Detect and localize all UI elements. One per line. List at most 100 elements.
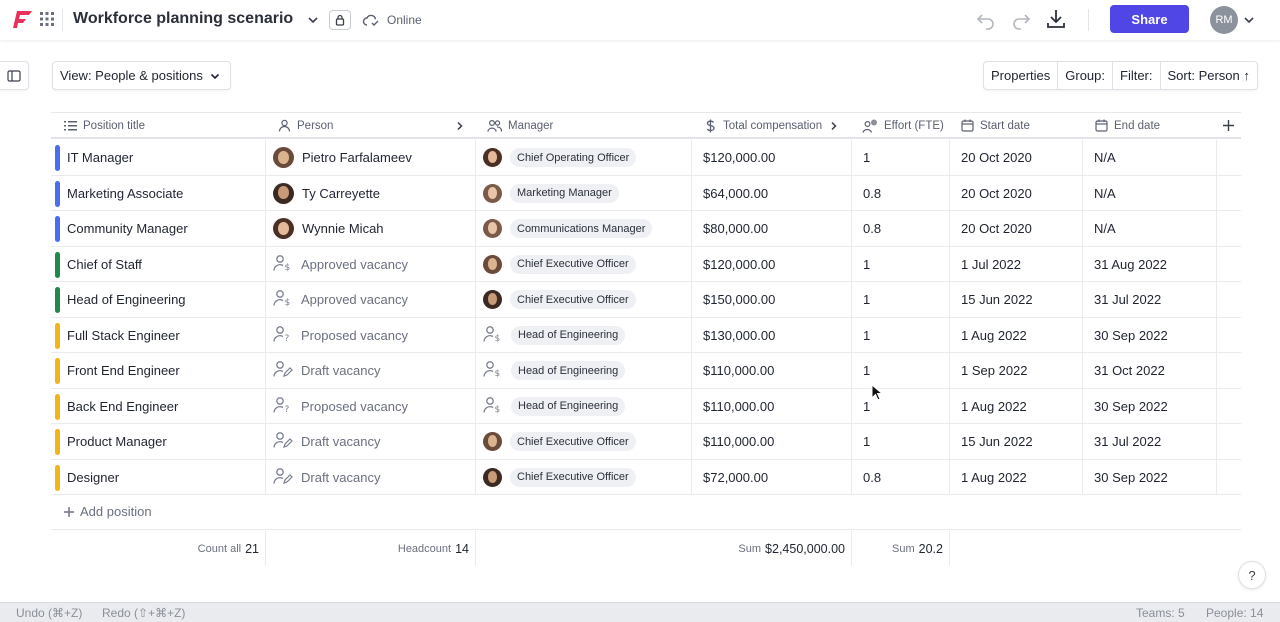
table-row[interactable]: Head of Engineering $ Approved vacancy Chie… [51,282,1241,318]
column-header-manager[interactable]: Manager [487,113,553,138]
column-header-total-compensation[interactable]: Total compensation [704,113,846,138]
compensation-cell[interactable]: $72,000.00 [703,460,768,495]
start-date-cell[interactable]: 15 Jun 2022 [961,282,1033,317]
compensation-cell[interactable]: $130,000.00 [703,318,775,353]
table-row[interactable]: Front End Engineer Draft vacancy $ Head of … [51,353,1241,389]
manager-cell[interactable]: Communications Manager [483,211,653,246]
download-icon[interactable] [1044,7,1068,31]
manager-chip[interactable]: Head of Engineering [511,325,626,345]
effort-cell[interactable]: 1 [863,318,870,353]
start-date-cell[interactable]: 1 Aug 2022 [961,389,1027,424]
chevron-down-icon[interactable] [306,13,320,27]
compensation-cell[interactable]: $150,000.00 [703,282,775,317]
end-date-cell[interactable]: N/A [1094,211,1116,246]
end-date-cell[interactable]: 31 Aug 2022 [1094,247,1167,282]
column-header-start-date[interactable]: Start date [961,113,1030,138]
redo-shortcut-label[interactable]: Redo (⇧+⌘+Z) [102,606,186,620]
app-grid-icon[interactable] [39,11,55,27]
compensation-cell[interactable]: $110,000.00 [703,389,774,424]
app-logo-icon[interactable] [11,8,33,30]
person-cell[interactable]: Wynnie Micah [273,211,384,246]
end-date-cell[interactable]: 30 Sep 2022 [1094,460,1168,495]
manager-chip[interactable]: Chief Executive Officer [510,254,636,274]
end-date-cell[interactable]: N/A [1094,140,1116,175]
position-title-cell[interactable]: Designer [67,460,119,495]
manager-cell[interactable]: Chief Operating Officer [483,140,637,175]
sidebar-toggle-button[interactable] [0,61,29,90]
user-avatar[interactable]: RM [1210,6,1238,34]
person-cell[interactable]: ? Proposed vacancy [273,318,408,353]
manager-chip[interactable]: Head of Engineering [511,396,626,416]
position-title-cell[interactable]: Front End Engineer [67,353,180,388]
add-column-icon[interactable] [1222,119,1235,132]
effort-cell[interactable]: 1 [863,140,870,175]
column-header-effort[interactable]: Effort (FTE) [862,113,944,138]
person-cell[interactable]: Draft vacancy [273,460,380,495]
person-cell[interactable]: $ Approved vacancy [273,247,408,282]
person-cell[interactable]: $ Approved vacancy [273,282,408,317]
column-header-end-date[interactable]: End date [1095,113,1160,138]
start-date-cell[interactable]: 20 Oct 2020 [961,140,1032,175]
start-date-cell[interactable]: 1 Jul 2022 [961,247,1021,282]
filter-button[interactable]: Filter: [1113,62,1161,89]
position-title-cell[interactable]: Head of Engineering [67,282,186,317]
table-row[interactable]: IT Manager Pietro Farfalameev Chief Operat… [51,140,1241,176]
start-date-cell[interactable]: 20 Oct 2020 [961,176,1032,211]
position-title-cell[interactable]: Product Manager [67,424,167,459]
person-cell[interactable]: ? Proposed vacancy [273,389,408,424]
end-date-cell[interactable]: 31 Jul 2022 [1094,282,1161,317]
manager-cell[interactable]: Marketing Manager [483,176,619,211]
undo-shortcut-label[interactable]: Undo (⌘+Z) [16,606,83,620]
position-title-cell[interactable]: Community Manager [67,211,188,246]
effort-cell[interactable]: 1 [863,282,870,317]
end-date-cell[interactable]: 31 Jul 2022 [1094,424,1161,459]
position-title-cell[interactable]: Marketing Associate [67,176,183,211]
effort-cell[interactable]: 0.8 [863,460,881,495]
group-button[interactable]: Group: [1058,62,1113,89]
manager-chip[interactable]: Marketing Manager [510,183,619,203]
compensation-cell[interactable]: $80,000.00 [703,211,768,246]
effort-cell[interactable]: 0.8 [863,176,881,211]
compensation-cell[interactable]: $120,000.00 [703,140,775,175]
end-date-cell[interactable]: N/A [1094,176,1116,211]
compensation-cell[interactable]: $64,000.00 [703,176,768,211]
person-cell[interactable]: Draft vacancy [273,353,380,388]
manager-chip[interactable]: Head of Engineering [511,361,626,380]
table-row[interactable]: Product Manager Draft vacancy Chief Execut… [51,424,1241,460]
effort-summary[interactable]: Sum 20.2 [851,531,943,566]
scenario-title[interactable]: Workforce planning scenario [73,10,294,27]
position-title-cell[interactable]: Back End Engineer [67,389,178,424]
start-date-cell[interactable]: 1 Sep 2022 [961,353,1028,388]
table-row[interactable]: Full Stack Engineer? Proposed vacancy $ Hea… [51,317,1241,353]
table-row[interactable]: Chief of Staff $ Approved vacancy Chief Exe… [51,246,1241,282]
person-cell[interactable]: Draft vacancy [273,424,380,459]
start-date-cell[interactable]: 1 Aug 2022 [961,460,1027,495]
manager-cell[interactable]: $ Head of Engineering [483,353,626,388]
manager-cell[interactable]: Chief Executive Officer [483,282,636,317]
help-button[interactable]: ? [1238,561,1266,589]
person-cell[interactable]: Ty Carreyette [273,176,380,211]
table-row[interactable]: Marketing Associate Ty Carreyette Marketin… [51,175,1241,211]
compensation-summary[interactable]: Sum $2,450,000.00 [691,531,845,566]
manager-cell[interactable]: $ Head of Engineering [483,389,626,424]
manager-chip[interactable]: Chief Executive Officer [510,467,636,487]
end-date-cell[interactable]: 30 Sep 2022 [1094,318,1168,353]
table-row[interactable]: Designer Draft vacancy Chief Executive Off… [51,459,1241,495]
add-position-button[interactable]: Add position [63,504,152,519]
redo-icon[interactable] [1010,9,1032,31]
compensation-cell[interactable]: $120,000.00 [703,247,775,282]
manager-cell[interactable]: Chief Executive Officer [483,247,636,282]
effort-cell[interactable]: 0.8 [863,211,881,246]
manager-chip[interactable]: Chief Executive Officer [510,290,636,309]
manager-cell[interactable]: $ Head of Engineering [483,318,626,353]
effort-cell[interactable]: 1 [863,353,870,388]
count-all-summary[interactable]: Count all 21 [51,531,259,566]
effort-cell[interactable]: 1 [863,247,870,282]
manager-chip[interactable]: Communications Manager [510,219,653,238]
end-date-cell[interactable]: 31 Oct 2022 [1094,353,1165,388]
properties-button[interactable]: Properties [984,62,1059,89]
end-date-cell[interactable]: 30 Sep 2022 [1094,389,1168,424]
column-header-person[interactable]: Person [278,113,333,138]
column-header-position-title[interactable]: Position title [64,113,145,138]
start-date-cell[interactable]: 1 Aug 2022 [961,318,1027,353]
